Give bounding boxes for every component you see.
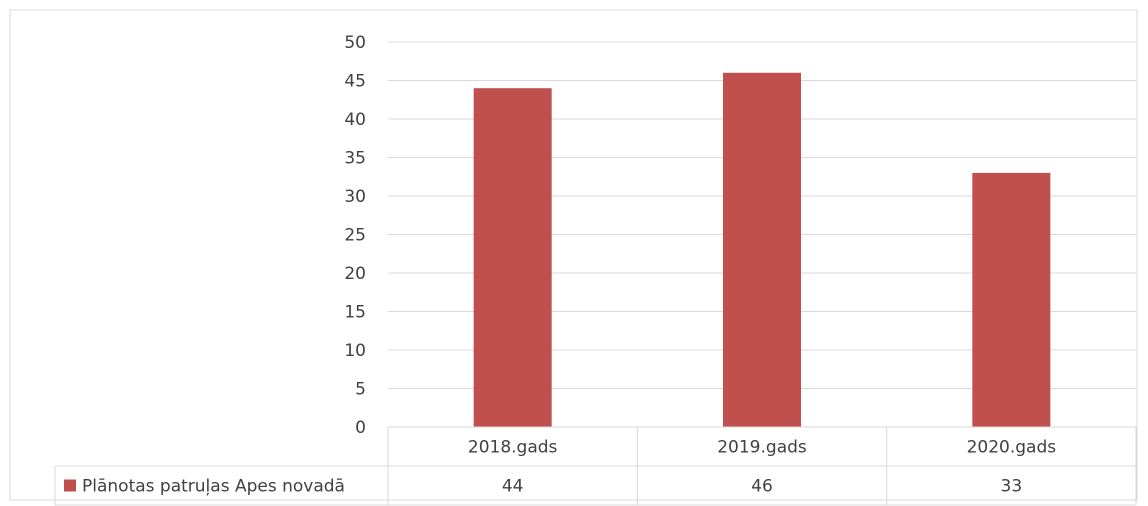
y-tick-label: 40 xyxy=(344,110,366,130)
y-tick-label: 5 xyxy=(355,380,366,400)
x-category-label: 2018.gads xyxy=(468,438,558,458)
y-tick-label: 10 xyxy=(344,341,366,361)
bar xyxy=(972,172,1051,427)
y-tick-label: 45 xyxy=(344,72,366,92)
table-value: 44 xyxy=(502,477,524,497)
legend-swatch xyxy=(64,479,76,492)
table-value: 33 xyxy=(1001,477,1023,497)
y-tick-label: 0 xyxy=(355,418,366,438)
y-tick-label: 20 xyxy=(344,264,366,284)
x-category-label: 2019.gads xyxy=(717,438,807,458)
table-value: 46 xyxy=(751,477,773,497)
x-category-label: 2020.gads xyxy=(967,438,1057,458)
chart-border xyxy=(9,9,1138,501)
y-tick-label: 50 xyxy=(344,33,366,53)
y-tick-label: 25 xyxy=(344,226,366,246)
bar xyxy=(473,88,552,427)
y-tick-label: 35 xyxy=(344,149,366,169)
y-tick-label: 30 xyxy=(344,187,366,207)
legend-series-name: Plānotas patruļas Apes novadā xyxy=(82,477,345,497)
y-tick-label: 15 xyxy=(344,303,366,323)
bar xyxy=(723,72,801,428)
